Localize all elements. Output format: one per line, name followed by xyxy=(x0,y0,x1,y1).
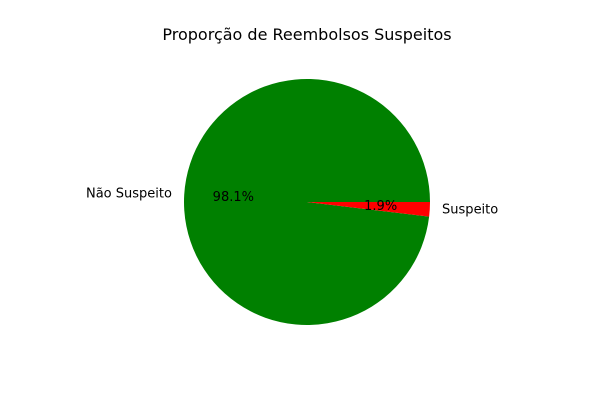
pie-slices xyxy=(183,79,430,326)
pie-slice-n-o-suspeito xyxy=(183,79,430,326)
slice-percent-label: 1.9% xyxy=(364,199,397,214)
pie-labels: Não Suspeito 98.1% Suspeito 1.9% xyxy=(86,186,498,217)
slice-percent-label: 98.1% xyxy=(213,190,254,205)
slice-label: Não Suspeito xyxy=(86,186,172,201)
pie-slice-suspeito xyxy=(307,202,430,217)
slice-label: Suspeito xyxy=(442,203,498,218)
chart-title: Proporção de Reembolsos Suspeitos xyxy=(162,25,451,44)
